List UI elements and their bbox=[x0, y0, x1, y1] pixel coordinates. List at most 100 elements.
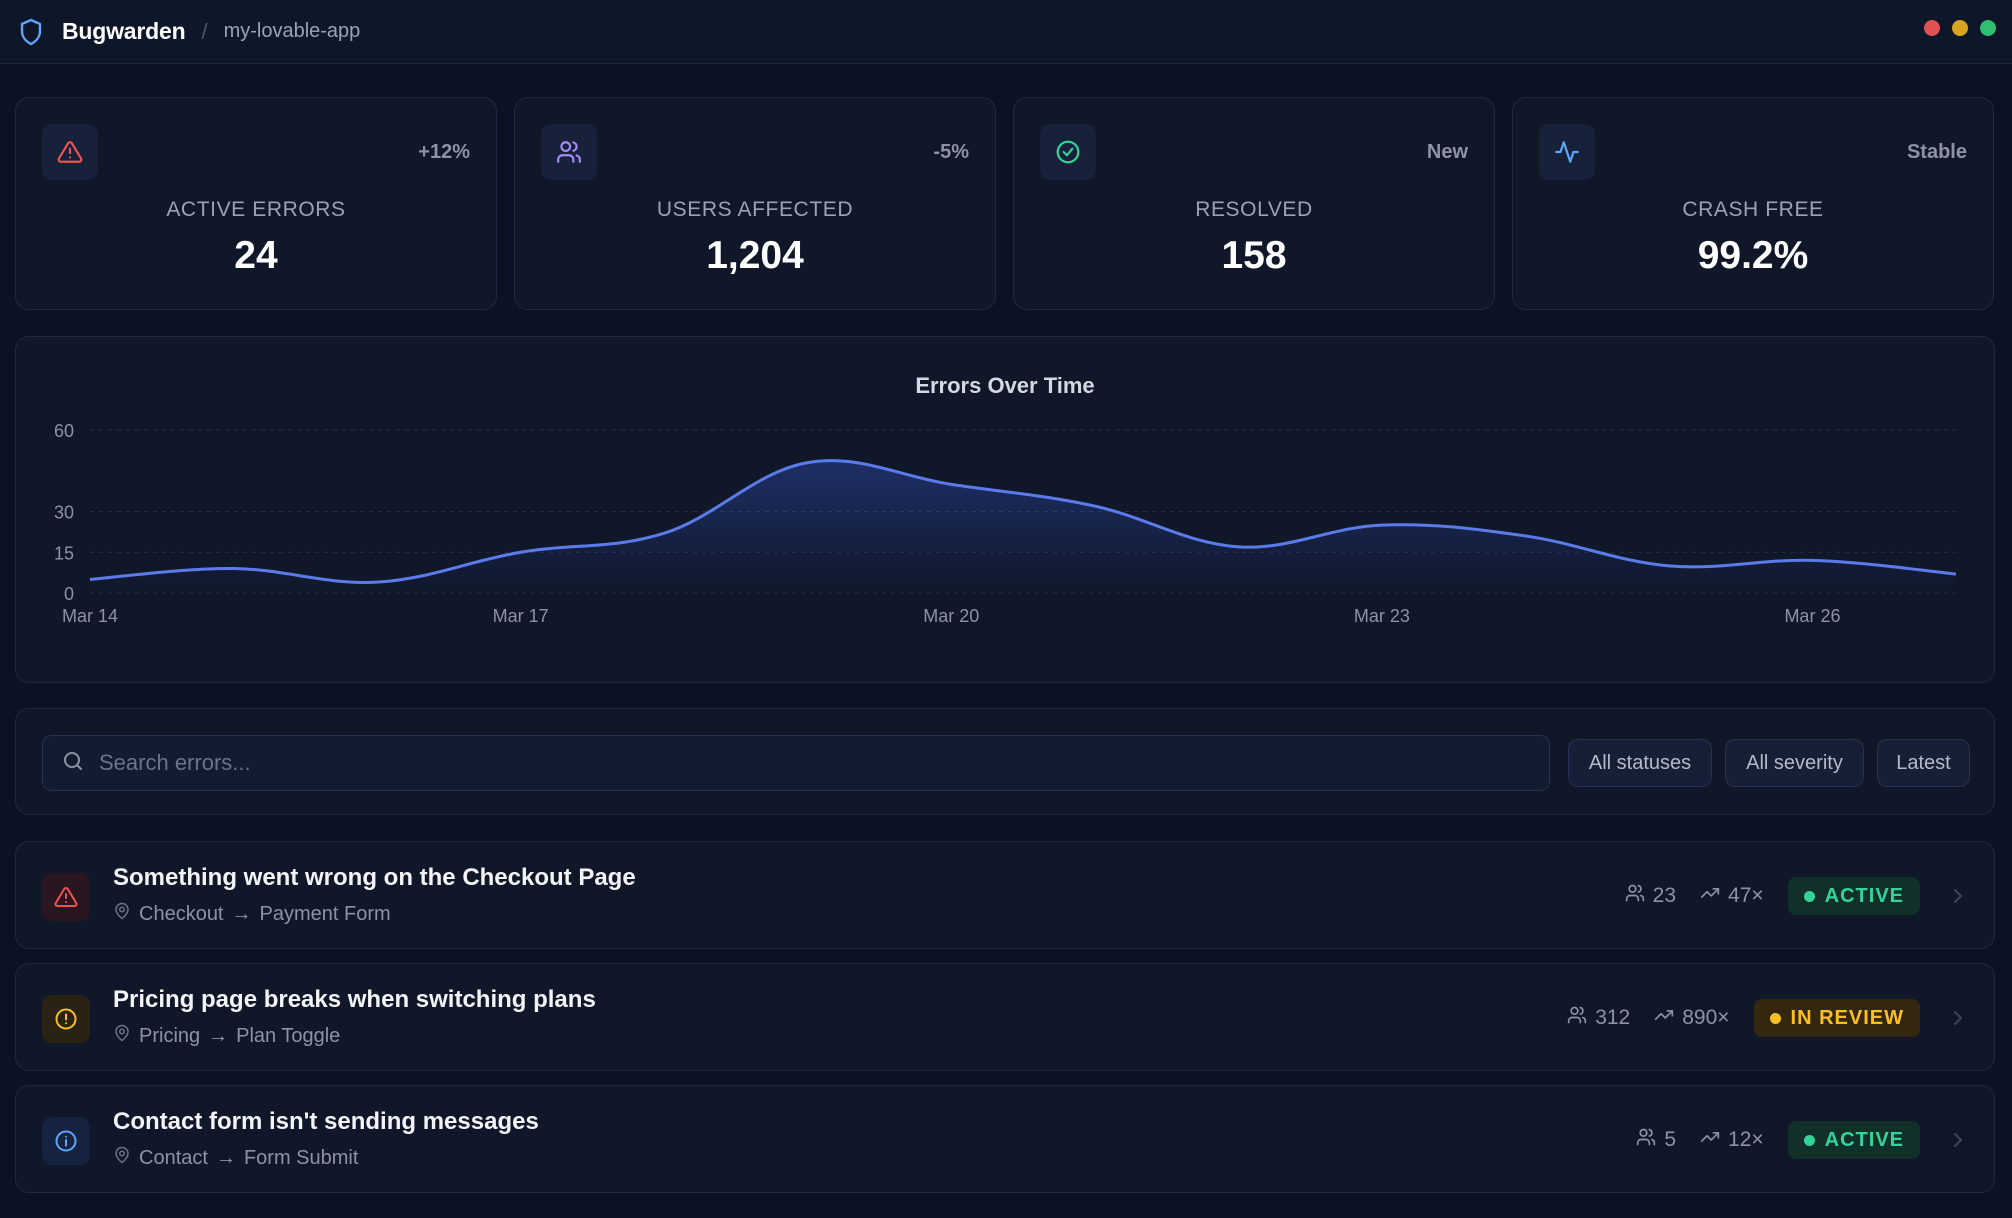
stat-card-resolved: New RESOLVED 158 bbox=[1013, 97, 1495, 310]
status-badge: ACTIVE bbox=[1787, 1121, 1920, 1159]
users-icon bbox=[1636, 1127, 1656, 1153]
search-box[interactable] bbox=[42, 735, 1550, 791]
error-row[interactable]: Something went wrong on the Checkout Pag… bbox=[15, 841, 1995, 949]
activity-icon bbox=[1539, 124, 1595, 180]
chart-title: Errors Over Time bbox=[915, 373, 1095, 398]
status-dot bbox=[1769, 1012, 1781, 1024]
trending-up-icon bbox=[1700, 1127, 1720, 1153]
severity-filter-button[interactable]: All severity bbox=[1725, 739, 1864, 787]
stat-delta: Stable bbox=[1906, 141, 1967, 163]
x-tick-label: Mar 14 bbox=[62, 606, 118, 626]
trending-up-icon bbox=[1654, 1005, 1674, 1031]
stat-card-users-affected: -5% USERS AFFECTED 1,204 bbox=[514, 97, 996, 310]
events-count: 12× bbox=[1700, 1127, 1764, 1153]
status-filter-button[interactable]: All statuses bbox=[1568, 739, 1712, 787]
status-dot bbox=[1803, 1134, 1815, 1146]
data-point[interactable] bbox=[231, 566, 237, 572]
stat-delta: New bbox=[1426, 141, 1468, 163]
data-point[interactable] bbox=[661, 530, 667, 536]
status-badge: IN REVIEW bbox=[1753, 999, 1920, 1037]
data-point[interactable] bbox=[1522, 533, 1528, 539]
error-page: Pricing bbox=[139, 1024, 201, 1047]
path-arrow: → bbox=[208, 1024, 229, 1047]
error-location: Checkout → Payment Form bbox=[113, 902, 391, 926]
error-page: Contact bbox=[139, 1146, 208, 1169]
y-tick-label: 0 bbox=[64, 584, 74, 604]
error-meta: 5 12× ACTIVE bbox=[1636, 1116, 1966, 1164]
data-point[interactable] bbox=[1809, 557, 1815, 563]
error-title[interactable]: Something went wrong on the Checkout Pag… bbox=[113, 864, 636, 891]
info-icon bbox=[42, 1117, 90, 1165]
chevron-right-icon[interactable] bbox=[1952, 886, 1966, 906]
sort-button[interactable]: Latest bbox=[1877, 739, 1970, 787]
data-point[interactable] bbox=[948, 481, 954, 487]
error-component: Payment Form bbox=[259, 902, 391, 925]
errors-over-time-chart: 0 15 30 60 Mar 14 Mar 17 Mar 20 Mar 23 Mar 26 bbox=[54, 421, 1959, 626]
users-count: 312 bbox=[1567, 1005, 1630, 1031]
data-point[interactable] bbox=[1953, 571, 1959, 577]
data-point[interactable] bbox=[87, 576, 93, 582]
trending-up-icon bbox=[1700, 883, 1720, 909]
x-tick-label: Mar 20 bbox=[923, 606, 979, 626]
status-badge: ACTIVE bbox=[1787, 877, 1920, 915]
project-name[interactable]: my-lovable-app bbox=[223, 20, 361, 42]
top-bar: Bugwarden / my-lovable-app bbox=[0, 0, 2012, 64]
error-component: Form Submit bbox=[243, 1146, 359, 1169]
events-value: 47× bbox=[1728, 884, 1764, 907]
error-meta: 23 47× ACTIVE bbox=[1625, 872, 1966, 920]
stat-value: 24 bbox=[234, 234, 278, 277]
y-tick-label: 30 bbox=[54, 503, 74, 523]
close-window-dot[interactable] bbox=[1924, 20, 1940, 36]
brand-name[interactable]: Bugwarden bbox=[62, 18, 186, 44]
maximize-window-dot[interactable] bbox=[1980, 20, 1996, 36]
users-count: 23 bbox=[1625, 883, 1676, 909]
data-point[interactable] bbox=[1379, 522, 1385, 528]
error-meta: 312 890× IN REVIEW bbox=[1567, 994, 1966, 1042]
data-point[interactable] bbox=[1235, 544, 1241, 550]
error-title[interactable]: Pricing page breaks when switching plans bbox=[113, 986, 596, 1013]
search-icon bbox=[61, 749, 85, 778]
map-pin-icon bbox=[113, 1024, 131, 1048]
y-tick-label: 15 bbox=[54, 543, 74, 563]
error-row[interactable]: Pricing page breaks when switching plans… bbox=[15, 963, 1995, 1071]
stat-label: ACTIVE ERRORS bbox=[166, 198, 346, 221]
events-value: 890× bbox=[1682, 1006, 1730, 1029]
users-value: 23 bbox=[1652, 884, 1677, 907]
stat-label: CRASH FREE bbox=[1682, 198, 1824, 221]
users-icon bbox=[1625, 883, 1645, 909]
status-label: IN REVIEW bbox=[1790, 1006, 1904, 1029]
stat-delta: +12% bbox=[418, 141, 470, 163]
stat-card-crash-free: Stable CRASH FREE 99.2% bbox=[1512, 97, 1994, 310]
alert-triangle-icon bbox=[42, 873, 90, 921]
error-page: Checkout bbox=[139, 902, 224, 925]
series-line bbox=[89, 459, 1957, 584]
chevron-right-icon[interactable] bbox=[1952, 1008, 1966, 1028]
stat-value: 1,204 bbox=[706, 234, 804, 277]
chevron-right-icon[interactable] bbox=[1952, 1130, 1966, 1150]
data-point[interactable] bbox=[1092, 503, 1098, 509]
events-value: 12× bbox=[1728, 1128, 1764, 1151]
x-tick-label: Mar 23 bbox=[1354, 606, 1410, 626]
error-location: Contact → Form Submit bbox=[113, 1146, 358, 1170]
events-count: 890× bbox=[1654, 1005, 1730, 1031]
minimize-window-dot[interactable] bbox=[1952, 20, 1968, 36]
stat-value: 99.2% bbox=[1697, 234, 1809, 277]
data-point[interactable] bbox=[805, 460, 811, 466]
error-row[interactable]: Contact form isn't sending messages Cont… bbox=[15, 1085, 1995, 1193]
search-input[interactable] bbox=[99, 750, 1499, 776]
path-arrow: → bbox=[231, 902, 252, 925]
error-title[interactable]: Contact form isn't sending messages bbox=[113, 1108, 539, 1135]
filter-bar: All statuses All severity Latest bbox=[15, 708, 1995, 815]
alert-triangle-icon bbox=[42, 124, 98, 180]
shield-icon bbox=[18, 17, 44, 47]
users-icon bbox=[1567, 1005, 1587, 1031]
x-tick-label: Mar 26 bbox=[1784, 606, 1840, 626]
y-tick-label: 60 bbox=[54, 421, 74, 441]
status-dot bbox=[1803, 890, 1815, 902]
error-component: Plan Toggle bbox=[236, 1024, 341, 1047]
x-tick-label: Mar 17 bbox=[493, 606, 549, 626]
users-value: 5 bbox=[1664, 1128, 1677, 1151]
data-point[interactable] bbox=[1666, 563, 1672, 569]
data-point[interactable] bbox=[374, 579, 380, 585]
data-point[interactable] bbox=[518, 549, 524, 555]
